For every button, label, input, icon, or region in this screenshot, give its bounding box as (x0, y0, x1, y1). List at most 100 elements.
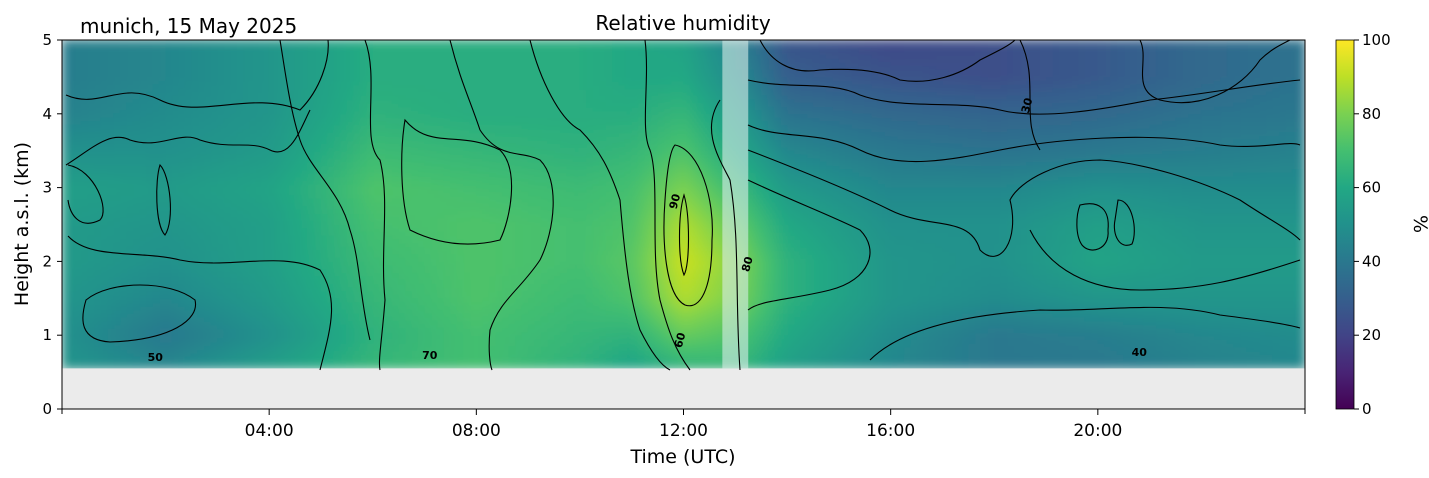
heatmap-cell (327, 183, 335, 189)
heatmap-cell (320, 161, 329, 167)
heatmap-cell (178, 231, 186, 237)
heatmap-cell (139, 202, 147, 207)
heatmap-cell (314, 257, 322, 262)
heatmap-cell (87, 268, 95, 274)
heatmap-cell (301, 154, 309, 159)
heatmap-cell (210, 76, 218, 82)
heatmap-cell (353, 250, 361, 255)
heatmap-cell (197, 194, 206, 200)
heatmap-cell (314, 143, 322, 148)
heatmap-cell (288, 158, 296, 163)
heatmap-cell (333, 357, 341, 362)
heatmap-cell (392, 335, 400, 340)
heatmap-cell (87, 47, 95, 52)
heatmap-cell (288, 313, 296, 318)
heatmap-cell (62, 357, 70, 362)
heatmap-cell (340, 187, 348, 192)
heatmap-cell (230, 361, 238, 366)
heatmap-cell (366, 51, 374, 56)
heatmap-cell (62, 242, 70, 248)
heatmap-cell (204, 338, 212, 344)
heatmap-cell (126, 176, 134, 181)
heatmap-cell (81, 313, 89, 318)
heatmap-cell (133, 313, 141, 318)
heatmap-cell (295, 287, 303, 292)
heatmap-cell (62, 165, 70, 170)
heatmap-cell (178, 331, 186, 336)
heatmap-cell (346, 338, 354, 344)
heatmap-cell (62, 121, 70, 126)
heatmap-cell (210, 58, 218, 63)
heatmap-cell (146, 320, 154, 325)
heatmap-cell (372, 228, 380, 233)
heatmap-cell (68, 106, 76, 111)
heatmap-cell (120, 239, 128, 244)
heatmap-cell (165, 364, 173, 369)
heatmap-cell (346, 316, 354, 322)
heatmap-cell (340, 128, 348, 133)
heatmap-cell (165, 309, 173, 314)
heatmap-cell (152, 320, 160, 325)
heatmap-cell (107, 224, 115, 229)
heatmap-cell (81, 62, 89, 67)
heatmap-cell (346, 51, 354, 56)
heatmap-cell (191, 220, 199, 226)
heatmap-cell (223, 268, 231, 274)
heatmap-cell (178, 143, 186, 148)
heatmap-cell (159, 102, 167, 108)
heatmap-cell (249, 250, 257, 255)
heatmap-cell (392, 257, 400, 262)
heatmap-cell (120, 191, 128, 196)
heatmap-cell (262, 191, 270, 196)
heatmap-cell (68, 298, 76, 303)
heatmap-cell (139, 309, 147, 314)
heatmap-cell (230, 47, 238, 52)
heatmap-cell (87, 217, 95, 222)
heatmap-cell (236, 261, 244, 266)
heatmap-cell (398, 265, 406, 270)
heatmap-cell (346, 283, 354, 288)
heatmap-cell (308, 121, 316, 126)
heatmap-cell (236, 364, 244, 369)
heatmap-cell (165, 172, 173, 178)
heatmap-cell (411, 176, 419, 181)
heatmap-cell (210, 150, 218, 155)
heatmap-cell (262, 47, 270, 52)
heatmap-cell (320, 261, 329, 266)
heatmap-cell (204, 91, 212, 96)
heatmap-cell (372, 305, 380, 310)
heatmap-cell (87, 139, 95, 144)
heatmap-cell (139, 331, 147, 336)
heatmap-cell (87, 154, 95, 159)
heatmap-cell (107, 117, 115, 122)
heatmap-cell (346, 257, 354, 262)
heatmap-cell (236, 58, 244, 63)
heatmap-cell (159, 346, 167, 351)
heatmap-cell (139, 191, 147, 196)
heatmap-cell (346, 180, 354, 185)
heatmap-cell (372, 364, 380, 369)
heatmap-cell (346, 261, 354, 266)
heatmap-cell (340, 180, 348, 185)
heatmap-cell (340, 194, 348, 200)
heatmap-cell (74, 62, 83, 67)
heatmap-cell (94, 217, 102, 222)
heatmap-cell (256, 176, 264, 181)
heatmap-cell (159, 187, 167, 192)
heatmap-cell (340, 290, 348, 296)
heatmap-cell (398, 338, 406, 344)
heatmap-cell (217, 47, 225, 52)
heatmap-cell (392, 135, 400, 141)
heatmap-cell (346, 169, 354, 174)
heatmap-cell (236, 183, 244, 189)
heatmap-cell (295, 58, 303, 63)
heatmap-cell (340, 324, 348, 329)
heatmap-cell (418, 110, 426, 115)
heatmap-cell (256, 54, 264, 60)
heatmap-cell (295, 106, 303, 111)
heatmap-cell (411, 313, 419, 318)
heatmap-cell (236, 268, 244, 274)
heatmap-cell (120, 73, 128, 78)
heatmap-cell (139, 250, 147, 255)
heatmap-cell (411, 338, 419, 344)
